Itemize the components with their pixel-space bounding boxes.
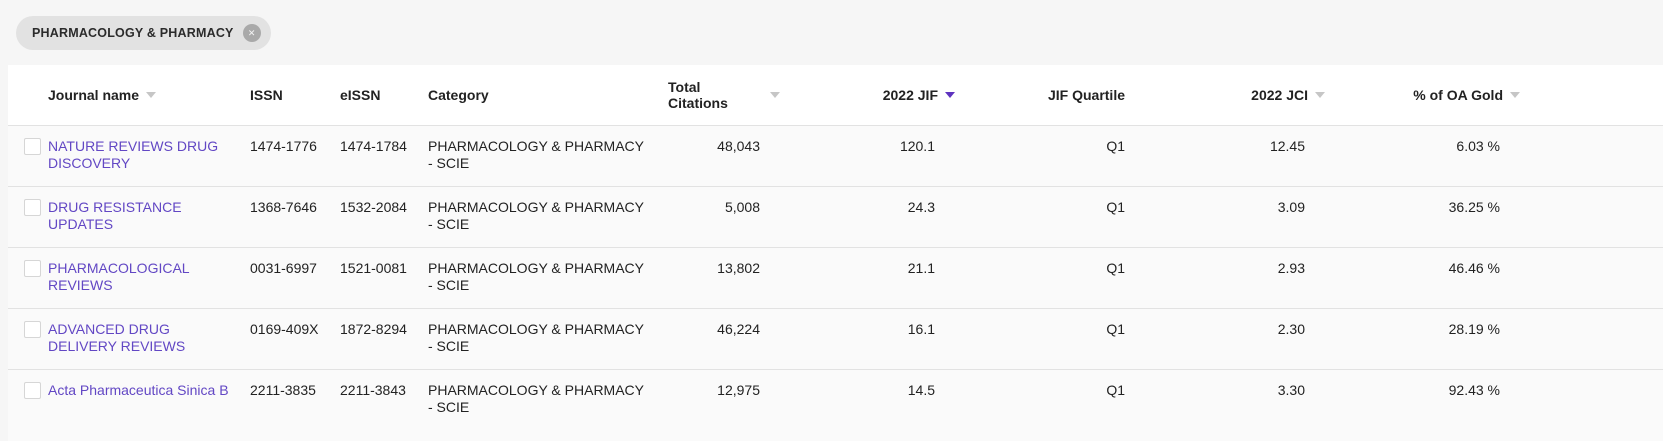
jif-value: 14.5 xyxy=(907,382,935,398)
column-header-label: Journal name xyxy=(48,87,140,103)
journal-link[interactable]: NATURE REVIEWS DRUG DISCOVERY xyxy=(48,138,219,171)
oa-gold-value: 46.46 % xyxy=(1448,260,1500,276)
eissn-value: 1521-0081 xyxy=(340,260,407,276)
checkbox-cell xyxy=(8,309,48,338)
column-header-label: % of OA Gold xyxy=(1413,87,1503,103)
jci-value: 12.45 xyxy=(1269,138,1305,154)
row-spacer xyxy=(1526,126,1663,138)
checkbox-cell xyxy=(8,187,48,216)
sort-descending-icon[interactable] xyxy=(770,92,780,98)
journals-table: Journal name ISSN eISSN Category Total C… xyxy=(8,65,1663,441)
category-value: PHARMACOLOGY & PHARMACY - SCIE xyxy=(428,321,644,354)
issn-value: 0169-409X xyxy=(250,321,319,337)
category-value: PHARMACOLOGY & PHARMACY - SCIE xyxy=(428,138,644,171)
jci-value: 3.30 xyxy=(1277,382,1305,398)
eissn-value: 1532-2084 xyxy=(340,199,407,215)
column-header-label: 2022 JCI xyxy=(1251,87,1308,103)
filter-chip-pharmacology-pharmacy[interactable]: PHARMACOLOGY & PHARMACY ✕ xyxy=(16,16,271,50)
row-checkbox[interactable] xyxy=(24,260,41,277)
issn-value: 2211-3835 xyxy=(250,382,316,398)
row-spacer xyxy=(1526,309,1663,321)
row-spacer xyxy=(1526,370,1663,382)
column-header-label: JIF Quartile xyxy=(1047,87,1125,103)
column-header-category: Category xyxy=(428,87,668,103)
column-header-total-citations[interactable]: Total Citations xyxy=(668,79,786,111)
sort-descending-icon[interactable] xyxy=(1510,92,1520,98)
column-header-2022-jci[interactable]: 2022 JCI xyxy=(1151,87,1331,103)
column-header-2022-jif[interactable]: 2022 JIF xyxy=(786,87,961,103)
jif-quartile-value: Q1 xyxy=(1106,138,1125,154)
checkbox-cell xyxy=(8,126,48,155)
oa-gold-value: 28.19 % xyxy=(1448,321,1500,337)
row-spacer xyxy=(1526,248,1663,260)
close-icon[interactable]: ✕ xyxy=(242,24,261,42)
total-citations-value: 48,043 xyxy=(717,138,760,154)
row-checkbox[interactable] xyxy=(24,138,41,155)
category-value: PHARMACOLOGY & PHARMACY - SCIE xyxy=(428,199,644,232)
journal-link[interactable]: DRUG RESISTANCE UPDATES xyxy=(48,199,182,232)
total-citations-value: 13,802 xyxy=(717,260,760,276)
jci-value: 2.93 xyxy=(1277,260,1305,276)
sort-descending-icon[interactable] xyxy=(1315,92,1325,98)
table-row: NATURE REVIEWS DRUG DISCOVERY 1474-1776 … xyxy=(8,125,1663,186)
jci-value: 3.09 xyxy=(1277,199,1305,215)
column-header-label: ISSN xyxy=(250,87,283,103)
column-header-label: eISSN xyxy=(340,87,381,103)
jif-value: 24.3 xyxy=(907,199,935,215)
row-spacer xyxy=(1526,187,1663,199)
column-header-label: Category xyxy=(428,87,489,103)
column-header-jif-quartile: JIF Quartile xyxy=(961,87,1151,103)
table-row: DRUG RESISTANCE UPDATES 1368-7646 1532-2… xyxy=(8,186,1663,247)
sort-descending-active-icon[interactable] xyxy=(945,92,955,98)
jif-quartile-value: Q1 xyxy=(1106,321,1125,337)
table-header-row: Journal name ISSN eISSN Category Total C… xyxy=(8,65,1663,125)
jci-value: 2.30 xyxy=(1277,321,1305,337)
jif-quartile-value: Q1 xyxy=(1106,199,1125,215)
checkbox-cell xyxy=(8,248,48,277)
oa-gold-value: 92.43 % xyxy=(1448,382,1500,398)
issn-value: 1474-1776 xyxy=(250,138,317,154)
column-header-label: Total Citations xyxy=(668,79,728,111)
table-row: Acta Pharmaceutica Sinica B 2211-3835 22… xyxy=(8,369,1663,441)
eissn-value: 1872-8294 xyxy=(340,321,407,337)
row-checkbox[interactable] xyxy=(24,382,41,399)
jif-quartile-value: Q1 xyxy=(1106,382,1125,398)
jif-value: 120.1 xyxy=(899,138,935,154)
journal-link[interactable]: Acta Pharmaceutica Sinica B xyxy=(48,382,229,398)
row-checkbox[interactable] xyxy=(24,199,41,216)
category-value: PHARMACOLOGY & PHARMACY - SCIE xyxy=(428,382,644,415)
eissn-value: 2211-3843 xyxy=(340,382,406,398)
column-header-eissn: eISSN xyxy=(340,87,428,103)
total-citations-value: 46,224 xyxy=(717,321,760,337)
journal-link[interactable]: ADVANCED DRUG DELIVERY REVIEWS xyxy=(48,321,186,354)
total-citations-value: 5,008 xyxy=(724,199,760,215)
issn-value: 0031-6997 xyxy=(250,260,317,276)
table-row: ADVANCED DRUG DELIVERY REVIEWS 0169-409X… xyxy=(8,308,1663,369)
jif-quartile-value: Q1 xyxy=(1106,260,1125,276)
journal-link[interactable]: PHARMACOLOGICAL REVIEWS xyxy=(48,260,190,293)
oa-gold-value: 6.03 % xyxy=(1456,138,1500,154)
column-header-issn: ISSN xyxy=(250,87,340,103)
jif-value: 16.1 xyxy=(907,321,935,337)
jif-value: 21.1 xyxy=(907,260,935,276)
filter-chip-label: PHARMACOLOGY & PHARMACY xyxy=(32,26,234,40)
row-checkbox[interactable] xyxy=(24,321,41,338)
checkbox-cell xyxy=(8,370,48,399)
column-header-oa-gold[interactable]: % of OA Gold xyxy=(1331,87,1526,103)
filter-bar: PHARMACOLOGY & PHARMACY ✕ xyxy=(0,0,1663,65)
oa-gold-value: 36.25 % xyxy=(1448,199,1500,215)
issn-value: 1368-7646 xyxy=(250,199,317,215)
category-value: PHARMACOLOGY & PHARMACY - SCIE xyxy=(428,260,644,293)
column-header-label: 2022 JIF xyxy=(882,87,938,103)
sort-descending-icon[interactable] xyxy=(146,92,157,98)
table-row: PHARMACOLOGICAL REVIEWS 0031-6997 1521-0… xyxy=(8,247,1663,308)
column-header-journal-name[interactable]: Journal name xyxy=(48,87,250,103)
eissn-value: 1474-1784 xyxy=(340,138,407,154)
total-citations-value: 12,975 xyxy=(717,382,760,398)
